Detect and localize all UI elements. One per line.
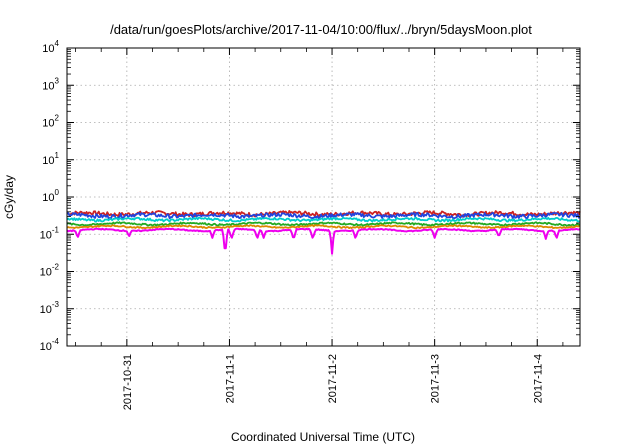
y-tick-base: 10	[42, 118, 54, 130]
y-tick-exponent: 1	[55, 151, 60, 160]
y-tick-label: 104	[42, 39, 59, 55]
chart-title: /data/run/goesPlots/archive/2017-11-04/1…	[110, 22, 532, 37]
series-line	[66, 211, 581, 220]
x-tick-label: 2017-10-31	[122, 354, 134, 410]
series-line	[66, 216, 581, 223]
y-tick-base: 10	[42, 80, 54, 92]
series-line	[66, 227, 581, 255]
y-tick-base: 10	[42, 43, 54, 55]
x-tick-label: 2017-11-2	[327, 354, 339, 403]
y-tick-exponent: 3	[55, 76, 60, 85]
y-tick-label: 10-2	[40, 263, 60, 279]
grid	[67, 48, 580, 346]
y-tick-exponent: -4	[52, 337, 60, 346]
y-tick-exponent: -3	[52, 300, 60, 309]
y-tick-base: 10	[40, 229, 52, 241]
y-tick-label: 10-4	[40, 337, 60, 353]
x-tick-label: 2017-11-4	[532, 354, 544, 403]
y-tick-exponent: -1	[52, 225, 60, 234]
x-axis: 2017-10-31 2017-11-1 2017-11-2 2017-11-3 201…	[75, 48, 564, 410]
series-line	[66, 224, 581, 230]
y-tick-exponent: 0	[55, 188, 60, 197]
y-tick-exponent: 4	[55, 39, 60, 48]
y-tick-label: 102	[42, 114, 59, 130]
y-tick-base: 10	[40, 341, 52, 353]
y-tick-label: 101	[42, 151, 59, 167]
y-tick-exponent: 2	[55, 114, 60, 123]
y-tick-label: 103	[42, 76, 59, 92]
y-tick-base: 10	[42, 155, 54, 167]
y-tick-exponent: -2	[52, 263, 60, 272]
y-tick-base: 10	[40, 304, 52, 316]
y-tick-base: 10	[40, 267, 52, 279]
y-tick-label: 10-1	[40, 225, 60, 241]
x-tick-label: 2017-11-3	[430, 354, 442, 403]
series-layer	[66, 210, 581, 255]
y-tick-label: 100	[42, 188, 59, 204]
x-tick-label: 2017-11-1	[224, 354, 236, 403]
series-line	[66, 221, 581, 227]
y-tick-label: 10-3	[40, 300, 60, 316]
x-axis-label: Coordinated Universal Time (UTC)	[231, 430, 415, 444]
y-tick-base: 10	[42, 192, 54, 204]
y-axis-label: cGy/day	[2, 175, 16, 219]
